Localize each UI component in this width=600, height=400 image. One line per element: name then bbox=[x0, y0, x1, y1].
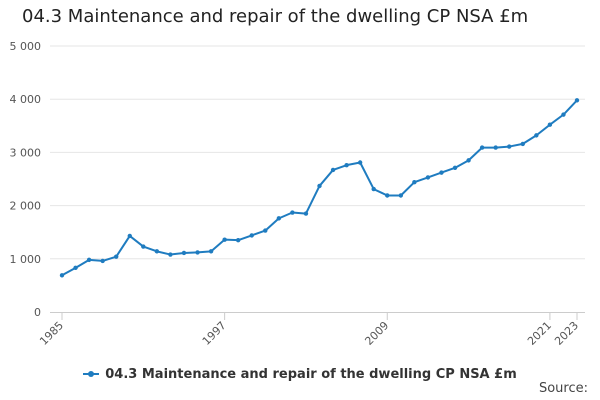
y-tick-label: 2 000 bbox=[10, 200, 42, 213]
data-point[interactable] bbox=[249, 233, 254, 238]
data-point[interactable] bbox=[357, 160, 363, 165]
chart-title: 04.3 Maintenance and repair of the dwell… bbox=[22, 6, 529, 27]
data-point[interactable] bbox=[547, 122, 553, 127]
data-point[interactable] bbox=[290, 210, 295, 215]
data-point[interactable] bbox=[439, 170, 444, 175]
x-tick-label: 1985 bbox=[37, 319, 66, 348]
data-point[interactable] bbox=[520, 141, 525, 147]
y-tick-label: 4 000 bbox=[10, 93, 42, 106]
data-point[interactable] bbox=[398, 193, 404, 198]
x-tick-label: 2009 bbox=[362, 319, 391, 348]
data-point[interactable] bbox=[114, 254, 119, 259]
data-point[interactable] bbox=[181, 250, 187, 256]
data-point[interactable] bbox=[561, 112, 566, 117]
data-point[interactable] bbox=[412, 179, 417, 185]
data-point[interactable] bbox=[73, 265, 78, 271]
data-point[interactable] bbox=[235, 237, 241, 243]
data-point[interactable] bbox=[344, 162, 349, 168]
x-tick-label: 1997 bbox=[200, 319, 229, 348]
data-point[interactable] bbox=[154, 249, 160, 254]
data-point[interactable] bbox=[466, 158, 471, 163]
data-point[interactable] bbox=[534, 133, 539, 138]
x-tick-label: 2023 bbox=[552, 319, 581, 348]
legend[interactable]: 04.3 Maintenance and repair of the dwell… bbox=[0, 364, 600, 382]
data-point[interactable] bbox=[195, 250, 200, 255]
x-tick-label: 2021 bbox=[525, 319, 554, 348]
y-tick-label: 3 000 bbox=[10, 146, 42, 159]
data-point[interactable] bbox=[371, 186, 376, 192]
data-point[interactable] bbox=[493, 145, 498, 150]
data-point[interactable] bbox=[168, 252, 173, 257]
data-point[interactable] bbox=[208, 249, 214, 254]
legend-line-marker bbox=[83, 371, 100, 377]
data-point[interactable] bbox=[574, 98, 580, 103]
legend-label: 04.3 Maintenance and repair of the dwell… bbox=[105, 366, 517, 382]
data-point[interactable] bbox=[222, 237, 227, 242]
data-point[interactable] bbox=[452, 165, 458, 171]
data-point[interactable] bbox=[317, 183, 322, 189]
data-point[interactable] bbox=[59, 273, 65, 278]
series-layer bbox=[59, 98, 580, 278]
data-point[interactable] bbox=[276, 216, 282, 221]
data-point[interactable] bbox=[425, 175, 431, 180]
axes: 0 1 000 2 000 3 000 4 000 5 000 1985 1997 2009 20… bbox=[10, 40, 585, 348]
data-point[interactable] bbox=[141, 244, 146, 249]
source-label: Source: bbox=[538, 381, 588, 396]
data-point[interactable] bbox=[303, 211, 309, 216]
y-tick-label: 5 000 bbox=[10, 40, 42, 53]
data-point[interactable] bbox=[263, 228, 268, 233]
data-point[interactable] bbox=[479, 145, 485, 150]
data-point[interactable] bbox=[100, 258, 105, 264]
gridlines bbox=[50, 45, 585, 260]
data-point[interactable] bbox=[385, 193, 390, 198]
data-point[interactable] bbox=[507, 144, 512, 149]
data-point[interactable] bbox=[127, 233, 132, 239]
data-point[interactable] bbox=[330, 167, 336, 173]
data-point[interactable] bbox=[86, 257, 92, 263]
y-tick-label: 1 000 bbox=[10, 253, 42, 266]
y-tick-label: 0 bbox=[34, 306, 41, 319]
